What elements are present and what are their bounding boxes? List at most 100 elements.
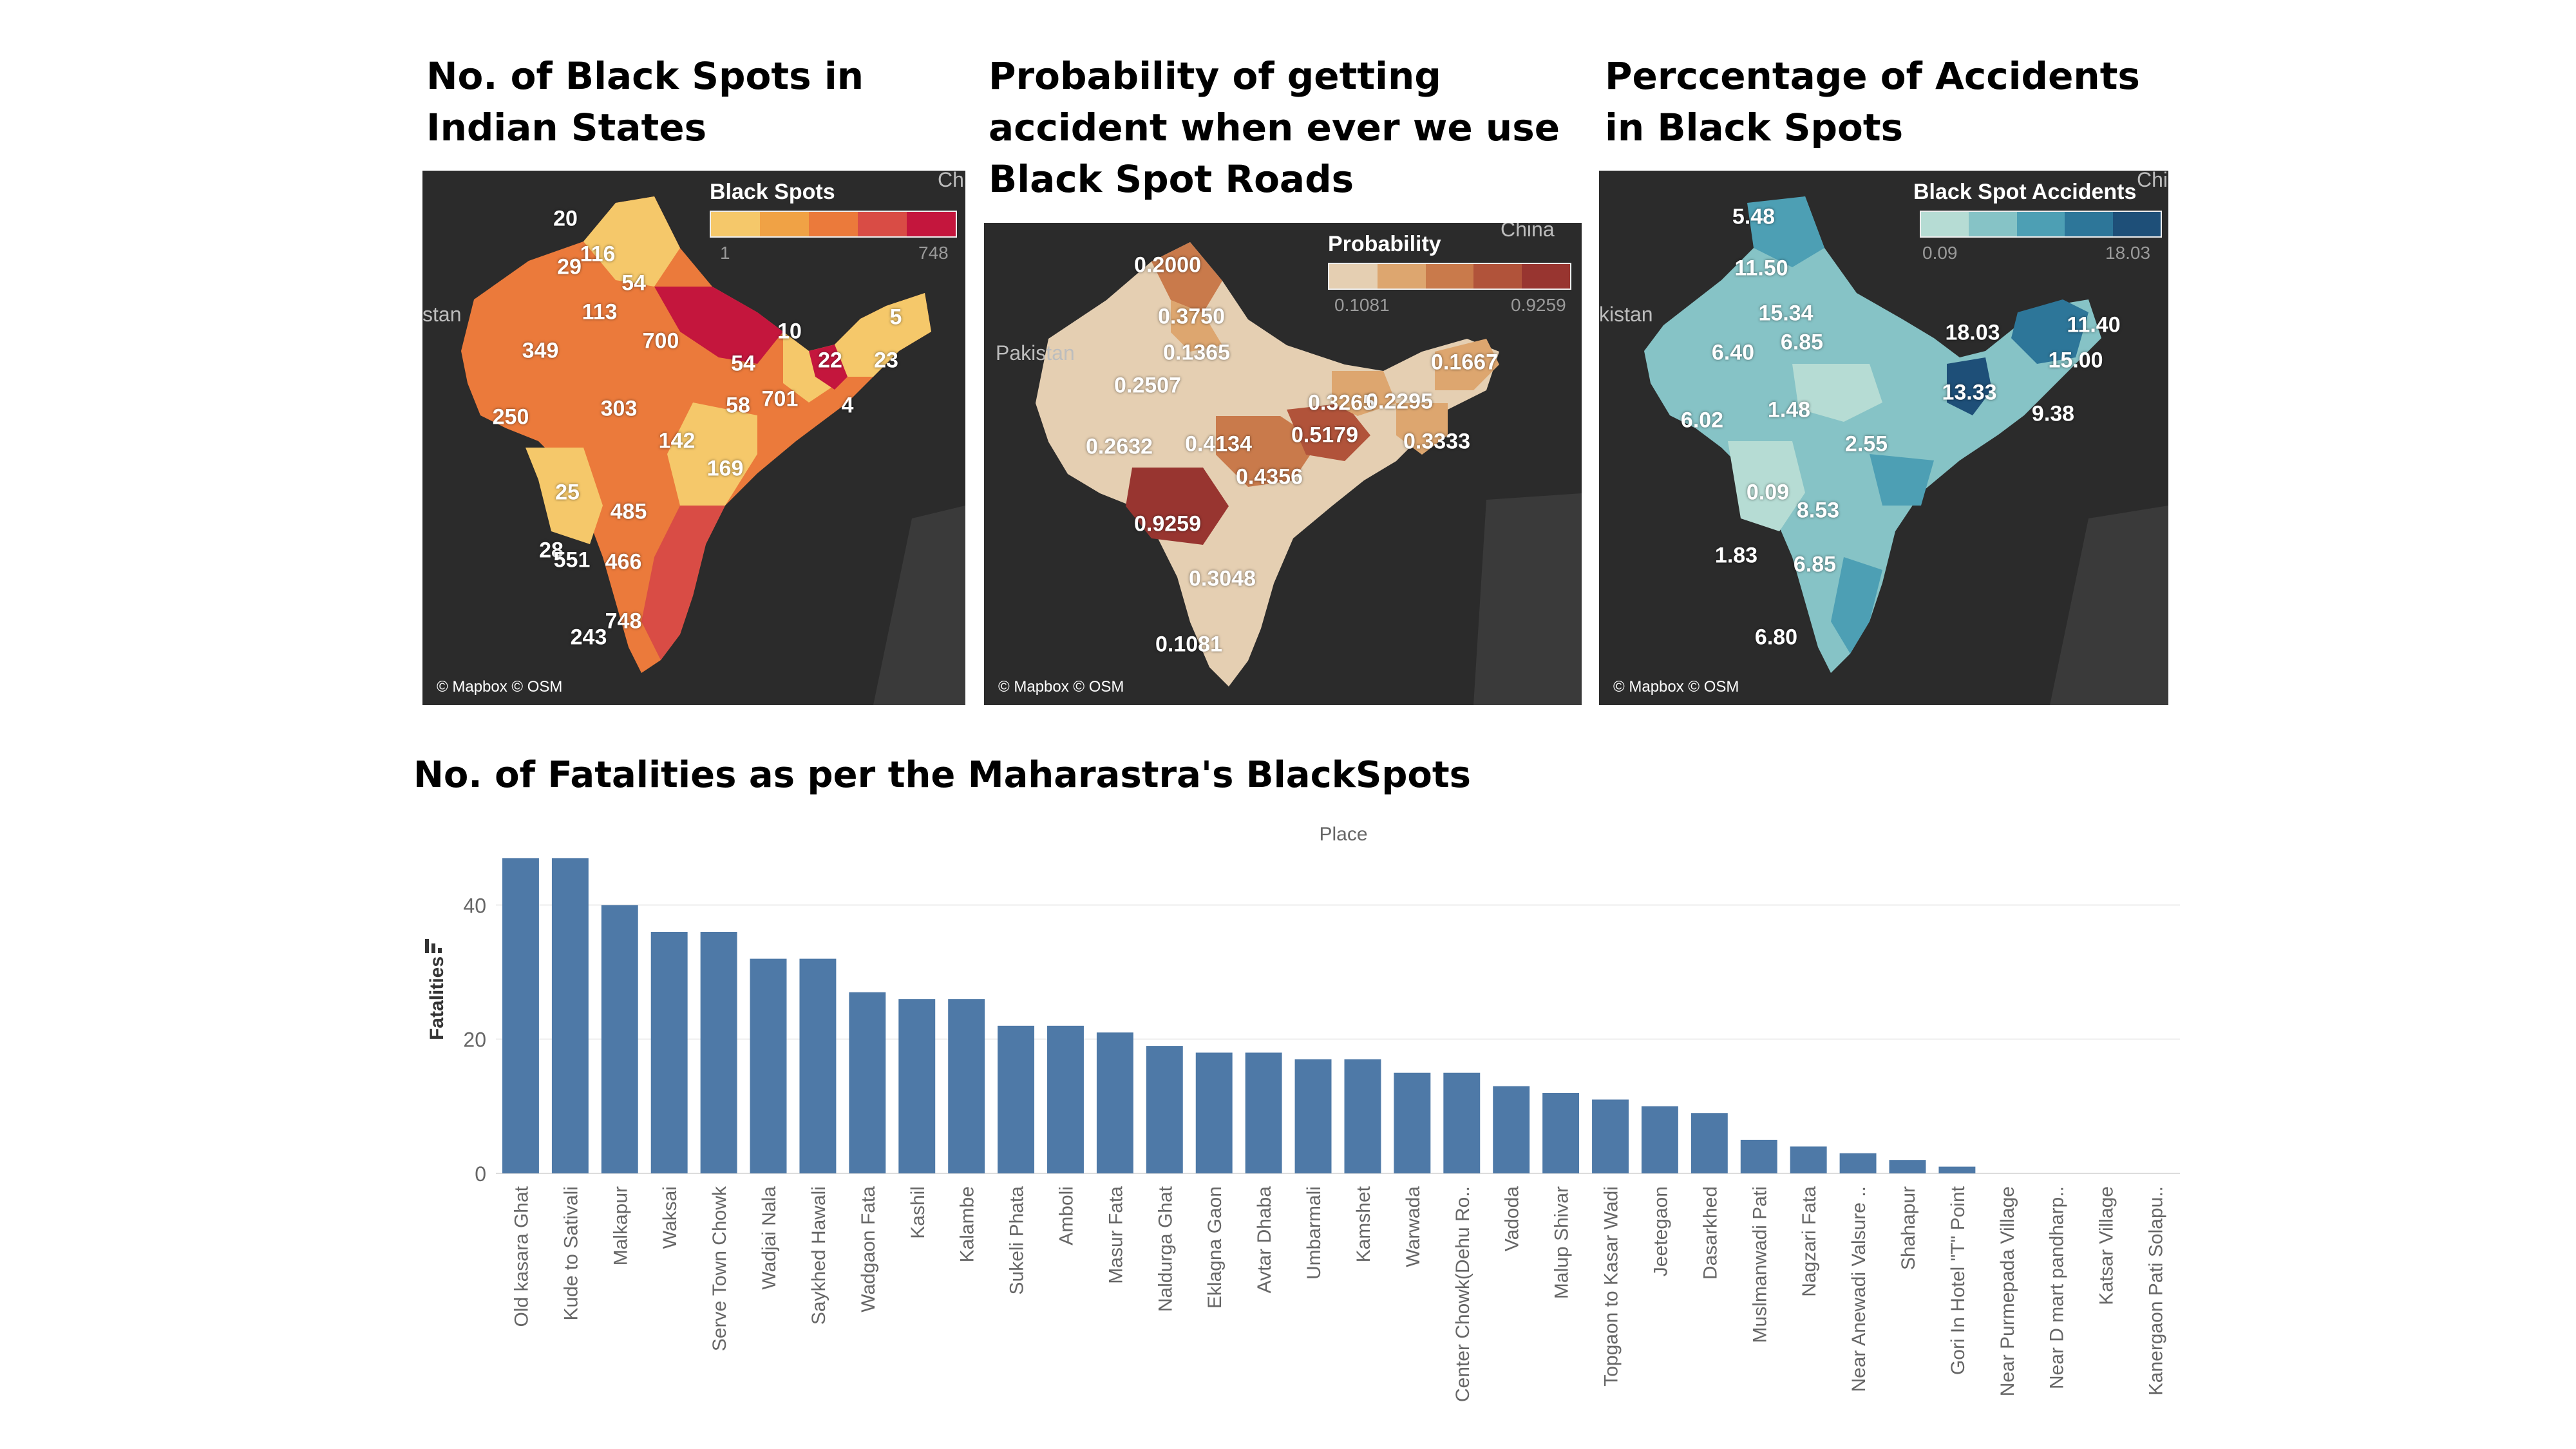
- map1-value-label: 700: [642, 328, 679, 354]
- map2-value-label: 0.2632: [1086, 434, 1153, 459]
- map3-legend-min: 0.09: [1922, 243, 1958, 263]
- map3-legend-swatch-5: [2112, 212, 2161, 236]
- x-tick-label: Near D mart pandharp..: [2047, 1186, 2068, 1389]
- bar[interactable]: [1096, 1032, 1133, 1173]
- x-tick-label: Center Chowk(Dehu Ro..: [1452, 1186, 1473, 1402]
- x-tick-label: Old kasara Ghat: [511, 1186, 532, 1327]
- bar[interactable]: [650, 932, 688, 1173]
- map1-value-label: 113: [582, 299, 618, 325]
- bar[interactable]: [948, 999, 985, 1173]
- bar[interactable]: [700, 932, 737, 1173]
- india-map-shape: [1599, 171, 2168, 705]
- map1-value-label: 10: [777, 319, 802, 344]
- bar[interactable]: [1493, 1086, 1530, 1173]
- map1-value-label: 54: [731, 351, 755, 376]
- x-axis-labels: Old kasara Ghat Kude to Sativali Malkapur W…: [511, 1186, 2166, 1402]
- map3-labels: 5.48 11.50 15.34 6.40 6.85 18.03 11.40 15.00 13.…: [1599, 171, 2168, 705]
- map1-title: No. of Black Spots in Indian States: [426, 50, 864, 153]
- x-tick-label: Katsar Village: [2096, 1186, 2117, 1305]
- sort-descending-icon[interactable]: [425, 939, 442, 953]
- map3-value-label: 8.53: [1796, 498, 1840, 523]
- map1-value-label: 29: [557, 254, 582, 279]
- map1-value-label: 23: [874, 348, 898, 373]
- map2-value-label: 0.3333: [1403, 429, 1470, 454]
- map1-legend-swatch-4: [858, 212, 907, 236]
- map1-title-line1: No. of Black Spots in: [426, 54, 864, 98]
- bar[interactable]: [1146, 1046, 1183, 1173]
- bar[interactable]: [799, 958, 837, 1173]
- bar[interactable]: [601, 905, 638, 1173]
- map2-word-china: China: [1501, 223, 1555, 241]
- map2-legend-bar: [1328, 263, 1571, 290]
- map3-value-label: 5.48: [1732, 204, 1776, 229]
- bar[interactable]: [1047, 1025, 1084, 1173]
- x-tick-label: Wadgaon Fata: [858, 1186, 879, 1312]
- map2-value-label: 0.4134: [1185, 431, 1252, 457]
- map3-title-line2: in Black Spots: [1605, 106, 1904, 149]
- map3-value-label: 11.40: [2067, 312, 2121, 337]
- map2-legend-title: Probability: [1328, 232, 1441, 256]
- map3-legend-swatch-3: [2016, 212, 2065, 236]
- bar[interactable]: [998, 1025, 1035, 1173]
- map2-value-label: 0.1081: [1155, 632, 1222, 657]
- map2-value-label: 0.3048: [1189, 566, 1256, 591]
- bar[interactable]: [1790, 1146, 1827, 1173]
- map2-title-line1: Probability of getting: [989, 54, 1441, 98]
- x-tick-label: Avtar Dhaba: [1254, 1186, 1275, 1294]
- map3-legend-title: Black Spot Accidents: [1913, 180, 2137, 204]
- map3-value-label: 6.85: [1780, 330, 1824, 355]
- x-tick-label: Naldurga Ghat: [1155, 1186, 1176, 1312]
- map1-credit: © Mapbox © OSM: [437, 678, 563, 696]
- bar[interactable]: [1294, 1059, 1332, 1173]
- x-tick-label: Near Anewadi Valsure ..: [1848, 1186, 1870, 1392]
- map1-value-label: 551: [553, 547, 591, 573]
- x-tick-label: Amboli: [1056, 1186, 1077, 1245]
- map2-title: Probability of getting accident when eve…: [989, 50, 1560, 205]
- bar[interactable]: [1443, 1072, 1481, 1173]
- map3-value-label: 15.00: [2048, 348, 2103, 373]
- bar[interactable]: [1195, 1052, 1233, 1174]
- map2-legend-min: 0.1081: [1334, 295, 1390, 315]
- bars: [502, 858, 1976, 1174]
- map1-legend-swatch-3: [809, 212, 858, 236]
- map1-value-label: 4: [841, 393, 854, 418]
- bar[interactable]: [750, 958, 787, 1173]
- map2-value-label: 0.3265: [1308, 390, 1375, 415]
- map2-value-label: 0.9259: [1134, 511, 1201, 536]
- probability-map[interactable]: Probability 0.1081 0.9259 Pakistan China…: [984, 223, 1582, 705]
- black-spots-map[interactable]: Black Spots 1 748 stan Chi © Mapbox © OS…: [422, 171, 965, 705]
- column-header: Place: [1319, 824, 1367, 845]
- bar[interactable]: [1344, 1059, 1381, 1173]
- bar[interactable]: [1889, 1160, 1926, 1173]
- bar[interactable]: [1641, 1106, 1678, 1173]
- map1-value-label: 142: [658, 428, 696, 453]
- map2-value-label: 0.4356: [1236, 464, 1303, 489]
- map2-labels: 0.2000 0.3750 0.1365 0.2507 0.1667 0.3265 0.22…: [984, 223, 1582, 705]
- black-spot-accidents-map[interactable]: Black Spot Accidents 0.09 18.03 kistan C…: [1599, 171, 2168, 705]
- map1-value-label: 22: [818, 348, 842, 373]
- bar-chart-title: No. of Fatalities as per the Maharastra'…: [413, 754, 1471, 796]
- bar[interactable]: [1592, 1099, 1629, 1173]
- bar[interactable]: [1839, 1153, 1877, 1173]
- bar[interactable]: [1690, 1113, 1728, 1173]
- bar[interactable]: [1938, 1166, 1976, 1173]
- bar[interactable]: [502, 858, 539, 1173]
- bar[interactable]: [551, 858, 589, 1173]
- map3-value-label: 1.48: [1767, 397, 1811, 422]
- bar[interactable]: [898, 999, 936, 1173]
- map1-value-label: 303: [600, 396, 638, 421]
- bar[interactable]: [1245, 1052, 1282, 1174]
- x-tick-label: Jeetegaon: [1650, 1186, 1671, 1276]
- x-tick-label: Malkapur: [610, 1186, 631, 1265]
- bar[interactable]: [1394, 1072, 1431, 1173]
- bar[interactable]: [1542, 1093, 1580, 1173]
- map3-value-label: 1.83: [1714, 543, 1758, 568]
- map2-legend-swatch-2: [1377, 264, 1426, 289]
- map2-value-label: 0.5179: [1291, 422, 1358, 448]
- bar[interactable]: [1740, 1139, 1777, 1173]
- bar[interactable]: [849, 992, 886, 1173]
- x-tick-label: Dasarkhed: [1700, 1186, 1721, 1280]
- map2-word-pakistan: Pakistan: [996, 341, 1075, 365]
- map2-legend-swatch-5: [1522, 264, 1570, 289]
